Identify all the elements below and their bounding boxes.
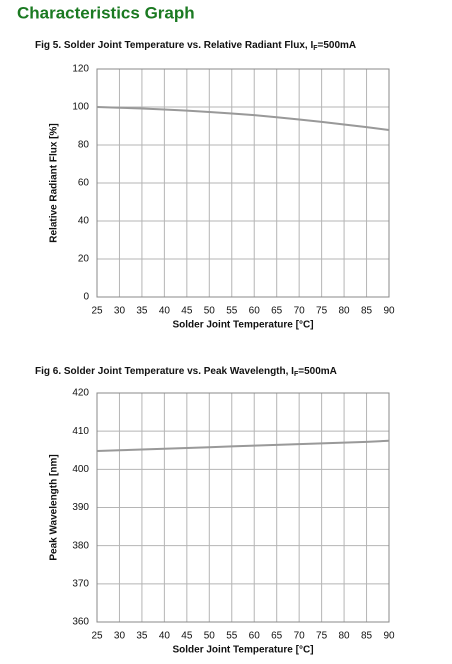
y-axis-label: Relative Radiant Flux [%]: [49, 123, 60, 242]
x-tick-label: 80: [339, 631, 351, 642]
plot-frame: [96, 392, 390, 623]
x-tick-label: 55: [226, 631, 238, 642]
chart-title: Fig 6. Solder Joint Temperature vs. Peak…: [35, 366, 337, 378]
chart-title-sub: F: [313, 45, 318, 52]
page-heading: Characteristics Graph: [17, 3, 195, 22]
x-tick-label: 35: [136, 306, 148, 317]
x-tick-label: 65: [271, 631, 283, 642]
chart-title-end: =500mA: [318, 40, 357, 51]
y-axis-label: Peak Wavelength [nm]: [49, 454, 60, 560]
x-tick-label: 35: [136, 631, 148, 642]
x-tick-label: 50: [204, 306, 216, 317]
y-tick-label: 370: [72, 578, 89, 589]
y-tick-label: 390: [72, 502, 89, 513]
chart-title: Fig 5. Solder Joint Temperature vs. Rela…: [35, 40, 356, 52]
y-tick-label: 60: [78, 178, 90, 189]
x-tick-label: 50: [204, 631, 216, 642]
x-axis-label: Solder Joint Temperature [°C]: [172, 645, 313, 656]
chart-title-end: =500mA: [298, 366, 337, 377]
x-tick-label: 65: [271, 306, 283, 317]
y-tick-label: 410: [72, 426, 89, 437]
data-line: [96, 106, 390, 131]
plot-frame: [96, 68, 390, 298]
x-tick-label: 40: [159, 631, 171, 642]
x-tick-label: 25: [91, 306, 103, 317]
y-tick-label: 40: [78, 216, 90, 227]
y-tick-label: 100: [72, 102, 89, 113]
y-tick-label: 360: [72, 617, 89, 628]
y-tick-label: 120: [72, 64, 89, 75]
chart-title-main: Fig 5. Solder Joint Temperature vs. Rela…: [35, 40, 313, 51]
x-tick-label: 80: [339, 306, 351, 317]
y-tick-label: 20: [78, 254, 90, 265]
y-tick-label: 420: [72, 388, 89, 399]
x-tick-label: 85: [361, 306, 373, 317]
x-tick-label: 90: [383, 631, 395, 642]
x-tick-label: 85: [361, 631, 373, 642]
chart-title-main: Fig 6. Solder Joint Temperature vs. Peak…: [35, 366, 294, 377]
x-tick-label: 45: [181, 306, 193, 317]
x-tick-label: 60: [249, 306, 261, 317]
x-tick-label: 25: [91, 631, 103, 642]
x-tick-label: 90: [383, 306, 395, 317]
x-tick-label: 30: [114, 306, 126, 317]
x-tick-label: 75: [316, 306, 328, 317]
x-axis-label: Solder Joint Temperature [°C]: [172, 320, 313, 331]
y-tick-label: 0: [83, 292, 89, 303]
x-tick-label: 70: [294, 631, 306, 642]
x-tick-label: 40: [159, 306, 171, 317]
x-tick-label: 60: [249, 631, 261, 642]
x-tick-label: 75: [316, 631, 328, 642]
chart-title-sub: F: [294, 371, 299, 378]
x-tick-label: 55: [226, 306, 238, 317]
y-tick-label: 80: [78, 140, 90, 151]
x-tick-label: 30: [114, 631, 126, 642]
y-tick-label: 400: [72, 464, 89, 475]
y-tick-label: 380: [72, 540, 89, 551]
x-tick-label: 45: [181, 631, 193, 642]
x-tick-label: 70: [294, 306, 306, 317]
data-line: [96, 439, 390, 453]
